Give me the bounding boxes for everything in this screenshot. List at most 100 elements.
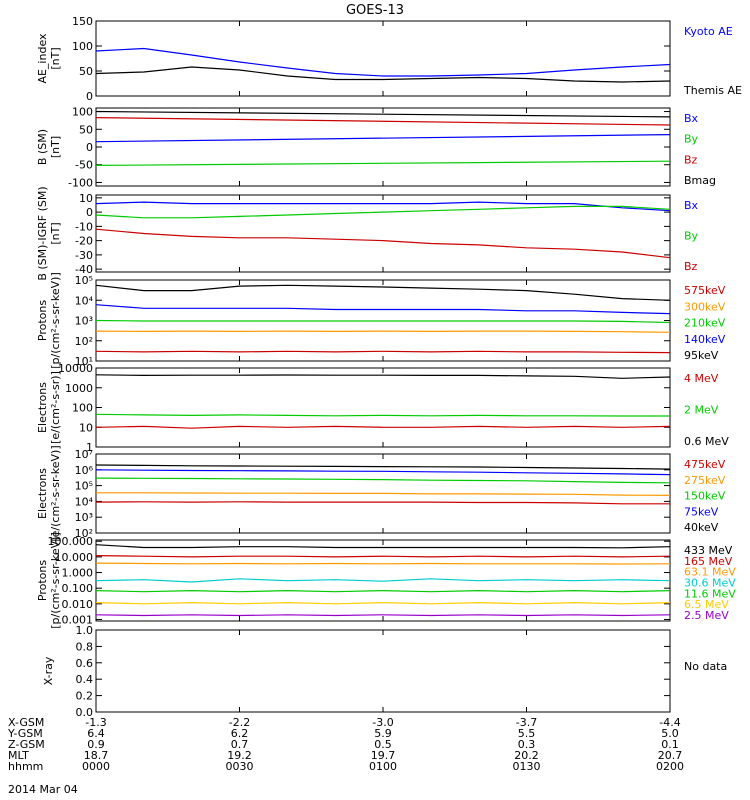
legend-210kev: 210keV [684,317,726,330]
y-tick-label: 10⁴ [75,294,94,307]
panel-8: 0.0 0.2 0.4 0.6 0.8 1.0 X-ray [42,624,671,719]
y-tick-label: 10 [79,192,93,205]
series-line-275kev [96,492,671,496]
series-line-2-5-mev [95,614,671,617]
ephemeris-value: 0.3 [518,738,536,751]
legend-bx: Bx [684,199,699,212]
ephemeris-value: 5.0 [661,727,679,740]
y-axis-label: [nT] [49,136,62,158]
y-tick-label: 0.010 [62,598,94,611]
series-line-kyoto-ae [95,47,671,77]
y-tick-label: -10 [75,220,93,233]
legend-6-5-mev: 6.5 MeV [684,598,729,611]
date-label: 2014 Mar 04 [8,783,78,796]
y-tick-label: 0.001 [62,613,94,626]
ephemeris-value: 0030 [226,760,254,773]
ephemeris-value: 0130 [513,760,541,773]
y-axis-label: X-ray [42,656,55,685]
panel-frame [95,107,671,187]
y-tick-label: -30 [75,249,93,262]
panel-7: 0.001 0.010 0.100 1.000 10.000 100.000 Protons… [36,532,736,629]
chart-title: GOES-13 [346,3,404,18]
legend-bz: Bz [684,260,698,273]
panel-1: 0 50 100 150 AE_index [nT] Kyoto AE Themis AE [36,15,742,103]
y-tick-label: 100 [72,106,93,119]
y-tick-label: 0 [86,90,93,103]
y-tick-label: 0.4 [76,673,94,686]
series-line-themis-ae [95,66,671,83]
series-line-11-6-mev [95,589,671,593]
y-tick-label: 0.100 [62,582,94,595]
ephemeris-row-label: Y-GSM [7,727,43,740]
ephemeris-row-label: hhmm [8,760,43,773]
y-tick-label: 0.2 [76,690,94,703]
y-axis-label: Protons [36,300,49,341]
y-tick-label: 1.0 [76,624,94,637]
ephemeris-value: -3.7 [516,716,537,729]
y-axis-label: [e/(cm²-s-sr-keV)] [49,445,62,541]
series-line-0-6-mev [95,374,671,379]
y-tick-label: -40 [75,263,93,276]
legend-by: By [684,133,699,146]
y-tick-label: 150 [72,15,93,28]
y-axis-label: Electrons [36,468,49,519]
y-axis-label: AE_index [36,33,49,84]
legend-40kev: 40keV [684,521,719,534]
ephemeris-value: -3.0 [372,716,393,729]
series-line-6-5-mev [95,601,671,605]
y-tick-label: -50 [75,159,93,172]
series-line-bz [95,117,671,126]
ephemeris-value: 0.9 [87,738,105,751]
y-tick-label: 50 [79,65,93,78]
legend-2-mev: 2 MeV [684,404,719,417]
legend-75kev: 75keV [684,505,719,518]
ephemeris-row-label: Z-GSM [8,738,45,751]
panel-6: 10² 10³ 10⁴ 10⁵ 10⁶ 10⁷ Electrons [e/(cm²-s-sr-… [36,445,726,541]
y-axis-label: Electrons [36,382,49,433]
legend-kyoto-ae: Kyoto AE [684,25,733,38]
legend-300kev: 300keV [684,300,726,313]
y-tick-label: 10⁷ [75,448,93,461]
ephemeris-value: 0.5 [374,738,392,751]
series-line-bmag [95,110,671,118]
series-line-by [95,160,671,166]
y-tick-label: 50 [79,123,93,136]
ephemeris-value: 6.2 [231,727,249,740]
legend-bmag: Bmag [684,174,716,187]
y-tick-label: 1 [86,441,93,454]
series-line-95kev [95,284,671,301]
legend-150kev: 150keV [684,490,726,503]
legend-433-mev: 433 MeV [684,544,733,557]
legend-by: By [684,230,699,243]
legend-4-mev: 4 MeV [684,372,719,385]
series-line-bx [95,134,671,143]
legend-95kev: 95keV [684,349,719,362]
ephemeris-value: 18.7 [84,749,109,762]
y-tick-label: 0.6 [76,657,94,670]
series-line-475kev [95,501,670,505]
y-tick-label: 0.0 [76,706,94,719]
panel-frame [95,367,671,448]
y-tick-label: -100 [68,176,93,189]
y-tick-label: 10¹ [75,355,93,368]
y-tick-label: 10 [79,421,93,434]
series-line-by [95,205,671,219]
y-axis-label: [p/(cm²-s-sr-keV)] [49,272,62,369]
y-axis-label: [nT] [49,222,62,244]
y-tick-label: 10⁴ [75,495,94,508]
series-line-433-mev [95,544,671,549]
y-tick-label: 0 [86,206,93,219]
series-line-140kev [95,304,671,315]
y-axis-label: [p/(cm²-s-sr-keV)] [49,532,62,629]
y-tick-label: 10² [75,527,93,540]
ephemeris-value: 20.2 [514,749,539,762]
y-tick-label: 100 [72,402,93,415]
series-line-575kev [95,350,671,354]
series-line-210kev [95,319,671,324]
legend-140kev: 140keV [684,333,726,346]
legend-bz: Bz [684,153,698,166]
series-line-2-mev [95,413,670,417]
y-tick-label: 100.000 [48,535,94,548]
y-tick-label: 10² [75,335,93,348]
